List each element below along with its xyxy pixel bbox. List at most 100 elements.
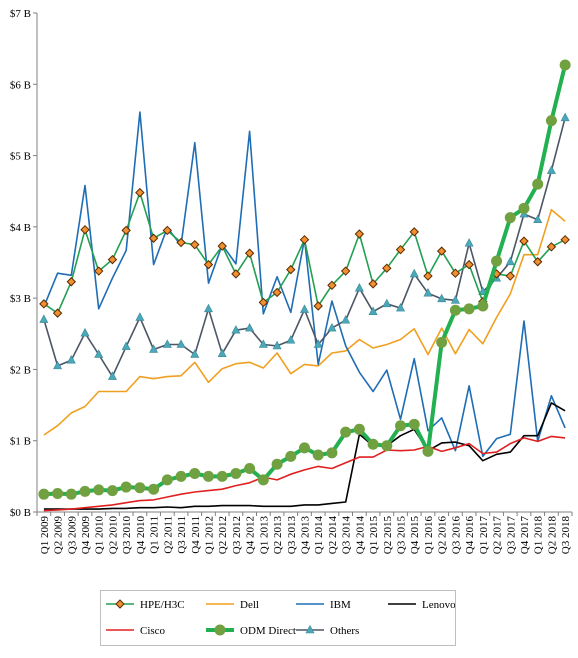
data-point-marker <box>545 115 557 127</box>
legend-item: Lenovo <box>388 599 456 611</box>
data-point-marker <box>148 483 160 495</box>
data-point-marker <box>381 440 393 452</box>
data-point-marker <box>162 225 173 236</box>
data-point-marker <box>560 234 570 245</box>
legend-label: Others <box>330 625 359 637</box>
data-point-marker <box>176 339 186 348</box>
series-dell <box>43 208 566 436</box>
data-point-marker <box>340 266 351 276</box>
data-point-marker <box>286 264 296 275</box>
series-cisco <box>43 435 566 512</box>
legend-label: HPE/H3C <box>140 599 185 611</box>
data-point-marker <box>244 463 256 475</box>
x-tick-label: Q1 2017 <box>478 516 490 555</box>
data-point-marker <box>39 299 49 309</box>
x-tick-label: Q2 2013 <box>272 516 284 555</box>
data-point-marker <box>353 423 365 435</box>
data-point-marker <box>175 470 187 482</box>
data-point-marker <box>327 280 337 291</box>
data-point-marker <box>203 259 214 270</box>
data-point-marker <box>533 214 543 224</box>
data-point-marker <box>66 277 77 287</box>
data-point-marker <box>450 295 460 304</box>
data-point-marker <box>272 340 282 350</box>
data-point-marker <box>230 468 242 480</box>
x-tick-label: Q4 2017 <box>519 516 531 555</box>
x-tick-label: Q1 2012 <box>203 516 215 554</box>
data-point-marker <box>53 360 63 370</box>
x-tick-label: Q2 2014 <box>327 516 339 555</box>
series-line <box>43 111 566 458</box>
data-point-marker <box>80 225 90 235</box>
data-point-marker <box>463 303 475 315</box>
x-tick-label: Q3 2013 <box>286 516 298 555</box>
data-point-marker <box>341 315 351 324</box>
data-point-marker <box>532 178 544 190</box>
data-point-marker <box>135 312 145 321</box>
data-point-marker <box>477 300 489 312</box>
x-tick-label: Q1 2015 <box>368 516 380 555</box>
data-point-marker <box>257 474 269 486</box>
data-point-marker <box>422 445 434 457</box>
x-tick-label: Q1 2010 <box>94 516 106 555</box>
data-point-marker <box>231 325 241 334</box>
data-point-marker <box>190 239 200 250</box>
x-tick-label: Q1 2011 <box>149 516 161 554</box>
data-point-marker <box>258 297 269 308</box>
x-tick-label: Q2 2010 <box>107 516 119 555</box>
legend-frame <box>100 590 456 646</box>
data-point-marker <box>518 202 530 214</box>
legend-label: ODM Direct <box>240 625 296 637</box>
x-tick-label: Q4 2011 <box>190 516 202 554</box>
data-point-marker <box>464 259 474 270</box>
data-point-marker <box>216 470 228 482</box>
data-point-marker <box>382 263 392 273</box>
data-point-marker <box>312 449 324 461</box>
series-line <box>43 208 566 436</box>
data-point-marker <box>505 271 515 281</box>
x-tick-label: Q3 2012 <box>231 516 243 554</box>
data-point-marker <box>560 112 570 122</box>
x-tick-label: Q2 2009 <box>53 516 65 555</box>
data-point-marker <box>300 304 309 313</box>
data-point-marker <box>409 268 419 278</box>
data-point-marker <box>449 304 461 316</box>
y-tick-label: $0 B <box>10 507 31 519</box>
x-tick-label: Q3 2017 <box>505 516 517 555</box>
x-tick-label: Q4 2012 <box>245 516 257 554</box>
data-point-marker <box>93 484 105 496</box>
data-point-marker <box>258 339 268 348</box>
data-point-marker <box>285 450 297 462</box>
y-tick-label: $7 B <box>10 8 31 20</box>
data-point-marker <box>340 426 352 438</box>
data-point-marker <box>519 236 529 246</box>
data-point-marker <box>299 442 310 454</box>
data-point-marker <box>546 165 556 174</box>
series-line <box>43 64 568 497</box>
data-point-marker <box>505 256 515 266</box>
data-point-marker <box>115 599 125 609</box>
data-point-marker <box>409 227 419 237</box>
x-tick-label: Q3 2010 <box>121 516 133 555</box>
data-point-marker <box>66 355 76 364</box>
series-odm-direct <box>38 59 571 500</box>
series-lenovo <box>43 402 566 510</box>
legend-label: Lenovo <box>422 599 456 611</box>
y-tick-label: $4 B <box>10 222 31 234</box>
data-point-marker <box>107 254 118 265</box>
data-point-marker <box>367 438 379 450</box>
data-point-marker <box>395 420 407 432</box>
x-tick-label: Q4 2010 <box>135 516 147 555</box>
x-tick-label: Q4 2015 <box>409 516 421 555</box>
data-point-marker <box>189 468 201 480</box>
x-tick-label: Q4 2014 <box>354 516 366 555</box>
data-point-marker <box>436 246 447 256</box>
data-point-marker <box>244 248 255 258</box>
data-point-marker <box>313 301 323 311</box>
data-point-marker <box>94 266 104 276</box>
x-tick-label: Q1 2013 <box>258 516 270 555</box>
data-point-marker <box>217 348 227 358</box>
data-point-marker <box>408 418 420 430</box>
